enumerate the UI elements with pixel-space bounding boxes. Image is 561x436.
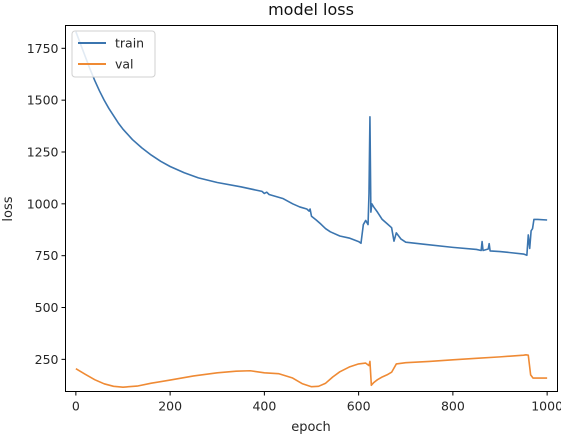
series-line-train (75, 31, 548, 257)
series-layer (75, 31, 548, 388)
x-tick-label: 0 (72, 399, 80, 414)
y-tick-label: 1750 (27, 41, 59, 56)
ticks-layer: 0 200 400 600 800 1000 250 500 750 1000 1250 1500 17… (27, 41, 561, 414)
x-tick-label: 600 (347, 399, 371, 414)
x-tick-label: 1000 (531, 399, 561, 414)
chart-title: model loss (268, 0, 354, 19)
y-tick-label: 1250 (27, 144, 59, 159)
x-tick-label: 400 (252, 399, 276, 414)
legend-label-train: train (115, 36, 144, 51)
y-tick-label: 250 (35, 352, 59, 367)
y-tick-label: 1000 (27, 196, 59, 211)
plot-frame (65, 25, 558, 392)
legend-label-val: val (115, 57, 134, 72)
series-line-val (75, 353, 548, 388)
x-tick-label: 200 (158, 399, 182, 414)
y-tick-label: 1500 (27, 93, 59, 108)
y-tick-label: 750 (35, 248, 59, 263)
y-axis-label: loss (1, 196, 16, 221)
x-axis-label: epoch (291, 420, 331, 435)
y-tick-label: 500 (35, 300, 59, 315)
x-tick-label: 800 (441, 399, 465, 414)
legend: train val (71, 30, 156, 78)
